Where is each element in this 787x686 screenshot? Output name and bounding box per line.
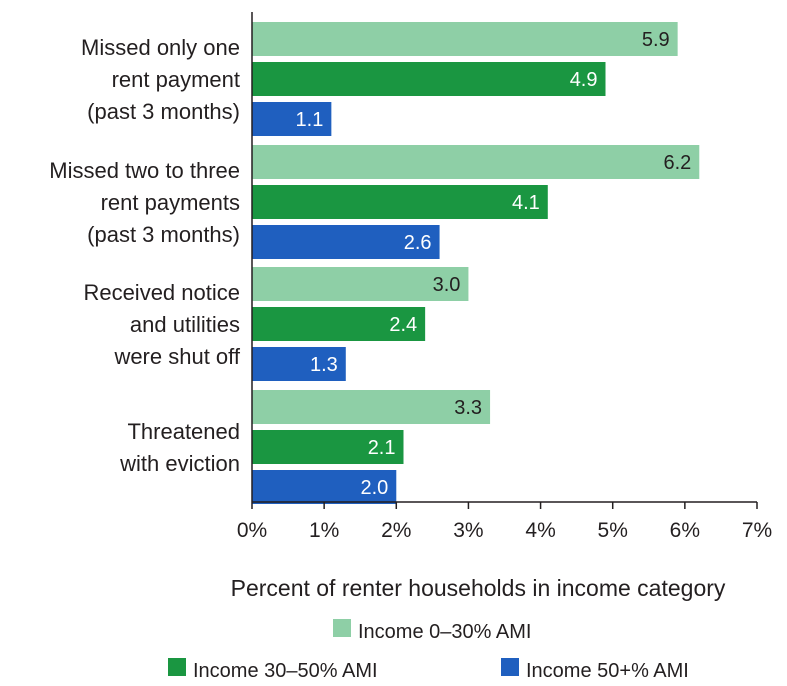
bar-labels-layer: 5.9 4.9 1.1 6.2 4.1 2.63.0 2.4 1.3 3.3 2.1 2.0 — [296, 29, 692, 499]
bar — [252, 267, 469, 301]
category-label: (past 3 months) — [87, 99, 240, 124]
bar-value-label: 2.4 — [389, 314, 417, 336]
bar-value-label: 3.3 — [454, 397, 482, 419]
bar — [252, 307, 426, 341]
bars-layer — [252, 22, 700, 504]
x-tick-label: 3% — [453, 519, 483, 542]
category-labels-layer: Missed only one rent payment (past 3 month… — [49, 35, 241, 476]
legend-label: Income 30–50% AMI — [193, 660, 378, 682]
x-tick-label: 6% — [670, 519, 700, 542]
category-label: Received notice — [83, 280, 240, 305]
x-tick-label: 0% — [237, 519, 267, 542]
bar — [252, 430, 404, 464]
category-label: rent payment — [112, 67, 240, 92]
category-label: with eviction — [119, 451, 240, 476]
bar-value-label: 2.0 — [360, 477, 388, 499]
bar-value-label: 4.9 — [570, 69, 598, 91]
legend-swatch — [333, 619, 351, 637]
bar — [252, 22, 678, 56]
bar-value-label: 4.1 — [512, 192, 540, 214]
x-tick-label: 2% — [381, 519, 411, 542]
bar-value-label: 3.0 — [433, 274, 461, 296]
legend-label: Income 50+% AMI — [526, 660, 689, 682]
category-label: rent payments — [101, 190, 240, 215]
x-axis-label: Percent of renter households in income c… — [231, 575, 726, 601]
legend-swatch — [168, 658, 186, 676]
category-label: Missed only one — [81, 35, 240, 60]
x-tick-label: 1% — [309, 519, 339, 542]
bar-value-label: 1.1 — [296, 109, 324, 131]
category-label: and utilities — [130, 312, 240, 337]
bar-value-label: 5.9 — [642, 29, 670, 51]
bar-value-label: 2.1 — [368, 437, 396, 459]
category-label: (past 3 months) — [87, 222, 240, 247]
legend: Income 0–30% AMI Income 30–50% AMI Income … — [168, 619, 689, 682]
bar — [252, 185, 548, 219]
category-label: were shut off — [113, 344, 240, 369]
bar — [252, 145, 700, 179]
bar — [252, 347, 346, 381]
bar — [252, 225, 440, 259]
x-ticks-layer: 0% 1% 2% 3% 4% 5% 6% 7% — [237, 502, 772, 542]
bar — [252, 470, 397, 504]
legend-swatch — [501, 658, 519, 676]
bar-value-label: 6.2 — [663, 152, 691, 174]
bar — [252, 390, 491, 424]
x-tick-label: 5% — [598, 519, 628, 542]
bar-value-label: 2.6 — [404, 232, 432, 254]
x-tick-label: 7% — [742, 519, 772, 542]
bar-value-label: 1.3 — [310, 354, 338, 376]
x-tick-label: 4% — [525, 519, 555, 542]
legend-label: Income 0–30% AMI — [358, 621, 531, 643]
bar — [252, 102, 332, 136]
category-label: Missed two to three — [49, 158, 240, 183]
category-label: Threatened — [127, 419, 240, 444]
bar — [252, 62, 606, 96]
